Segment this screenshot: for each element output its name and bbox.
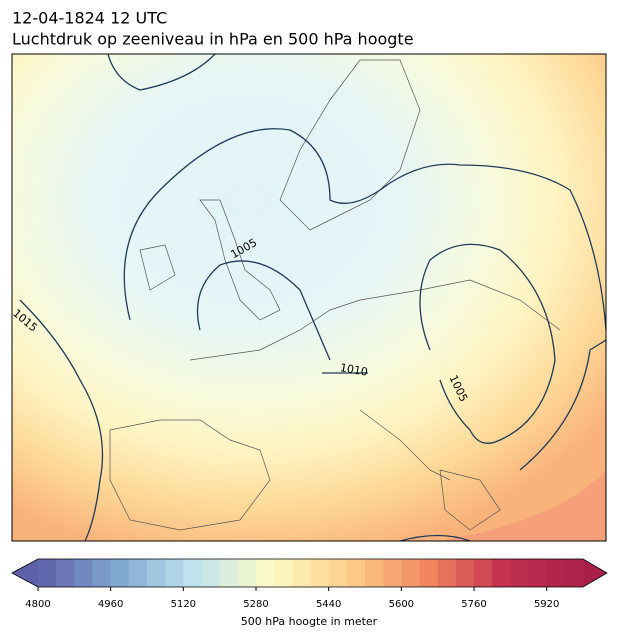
- colorbar-box: [564, 559, 584, 587]
- colorbar-box: [455, 559, 475, 587]
- colorbar-tick-label: 5920: [534, 599, 559, 610]
- colorbar-box: [110, 559, 130, 587]
- colorbar-box: [437, 559, 457, 587]
- contour-label: 1010: [339, 361, 369, 379]
- title: 12-04-1824 12 UTC: [12, 9, 167, 28]
- colorbar-box: [219, 559, 239, 587]
- colorbar-extend-high: [583, 559, 607, 587]
- colorbar-box: [237, 559, 257, 587]
- colorbar-extend-low: [12, 559, 38, 587]
- colorbar-box: [292, 559, 311, 587]
- colorbar-tick-label: 4800: [25, 599, 50, 610]
- colorbar-box: [92, 559, 112, 587]
- colorbar-box: [165, 559, 184, 587]
- colorbar-box: [546, 559, 566, 587]
- colorbar-box: [38, 559, 57, 587]
- colorbar-box: [474, 559, 493, 587]
- colorbar-box: [365, 559, 384, 587]
- colorbar-box: [510, 559, 529, 587]
- colorbar-box: [201, 559, 221, 587]
- colorbar-tick-label: 5120: [171, 599, 196, 610]
- colorbar-tick-label: 5440: [316, 599, 341, 610]
- colorbar-box: [310, 559, 330, 587]
- subtitle: Luchtdruk op zeeniveau in hPa en 500 hPa…: [12, 30, 414, 49]
- colorbar-box: [128, 559, 148, 587]
- colorbar-box: [328, 559, 348, 587]
- map: 1005 1005 1010 1015: [12, 54, 606, 541]
- colorbar: 4800 4960 5120 5280 5440 5600 5760 5920: [11, 558, 608, 610]
- coastlines: [109, 59, 561, 531]
- colorbar-tick-label: 5280: [243, 599, 268, 610]
- colorbar-tick-label: 5760: [461, 599, 486, 610]
- colorbar-box: [183, 559, 202, 587]
- colorbar-label: 500 hPa hoogte in meter: [241, 615, 378, 628]
- colorbar-box: [74, 559, 93, 587]
- colorbar-tick-label: 5600: [389, 599, 414, 610]
- colorbar-box: [346, 559, 366, 587]
- map-frame: [11, 53, 607, 542]
- colorbar-box: [528, 559, 548, 587]
- colorbar-box: [401, 559, 420, 587]
- warm-area: [440, 470, 606, 541]
- isobars: [19, 54, 606, 541]
- colorbar-box: [56, 559, 75, 587]
- colorbar-tick-label: 4960: [98, 599, 123, 610]
- height-field: [12, 54, 606, 541]
- colorbar-box: [274, 559, 293, 587]
- colorbar-box: [256, 559, 275, 587]
- colorbar-box: [419, 559, 439, 587]
- colorbar-box: [383, 559, 402, 587]
- colorbar-box: [492, 559, 511, 587]
- colorbar-box: [147, 559, 166, 587]
